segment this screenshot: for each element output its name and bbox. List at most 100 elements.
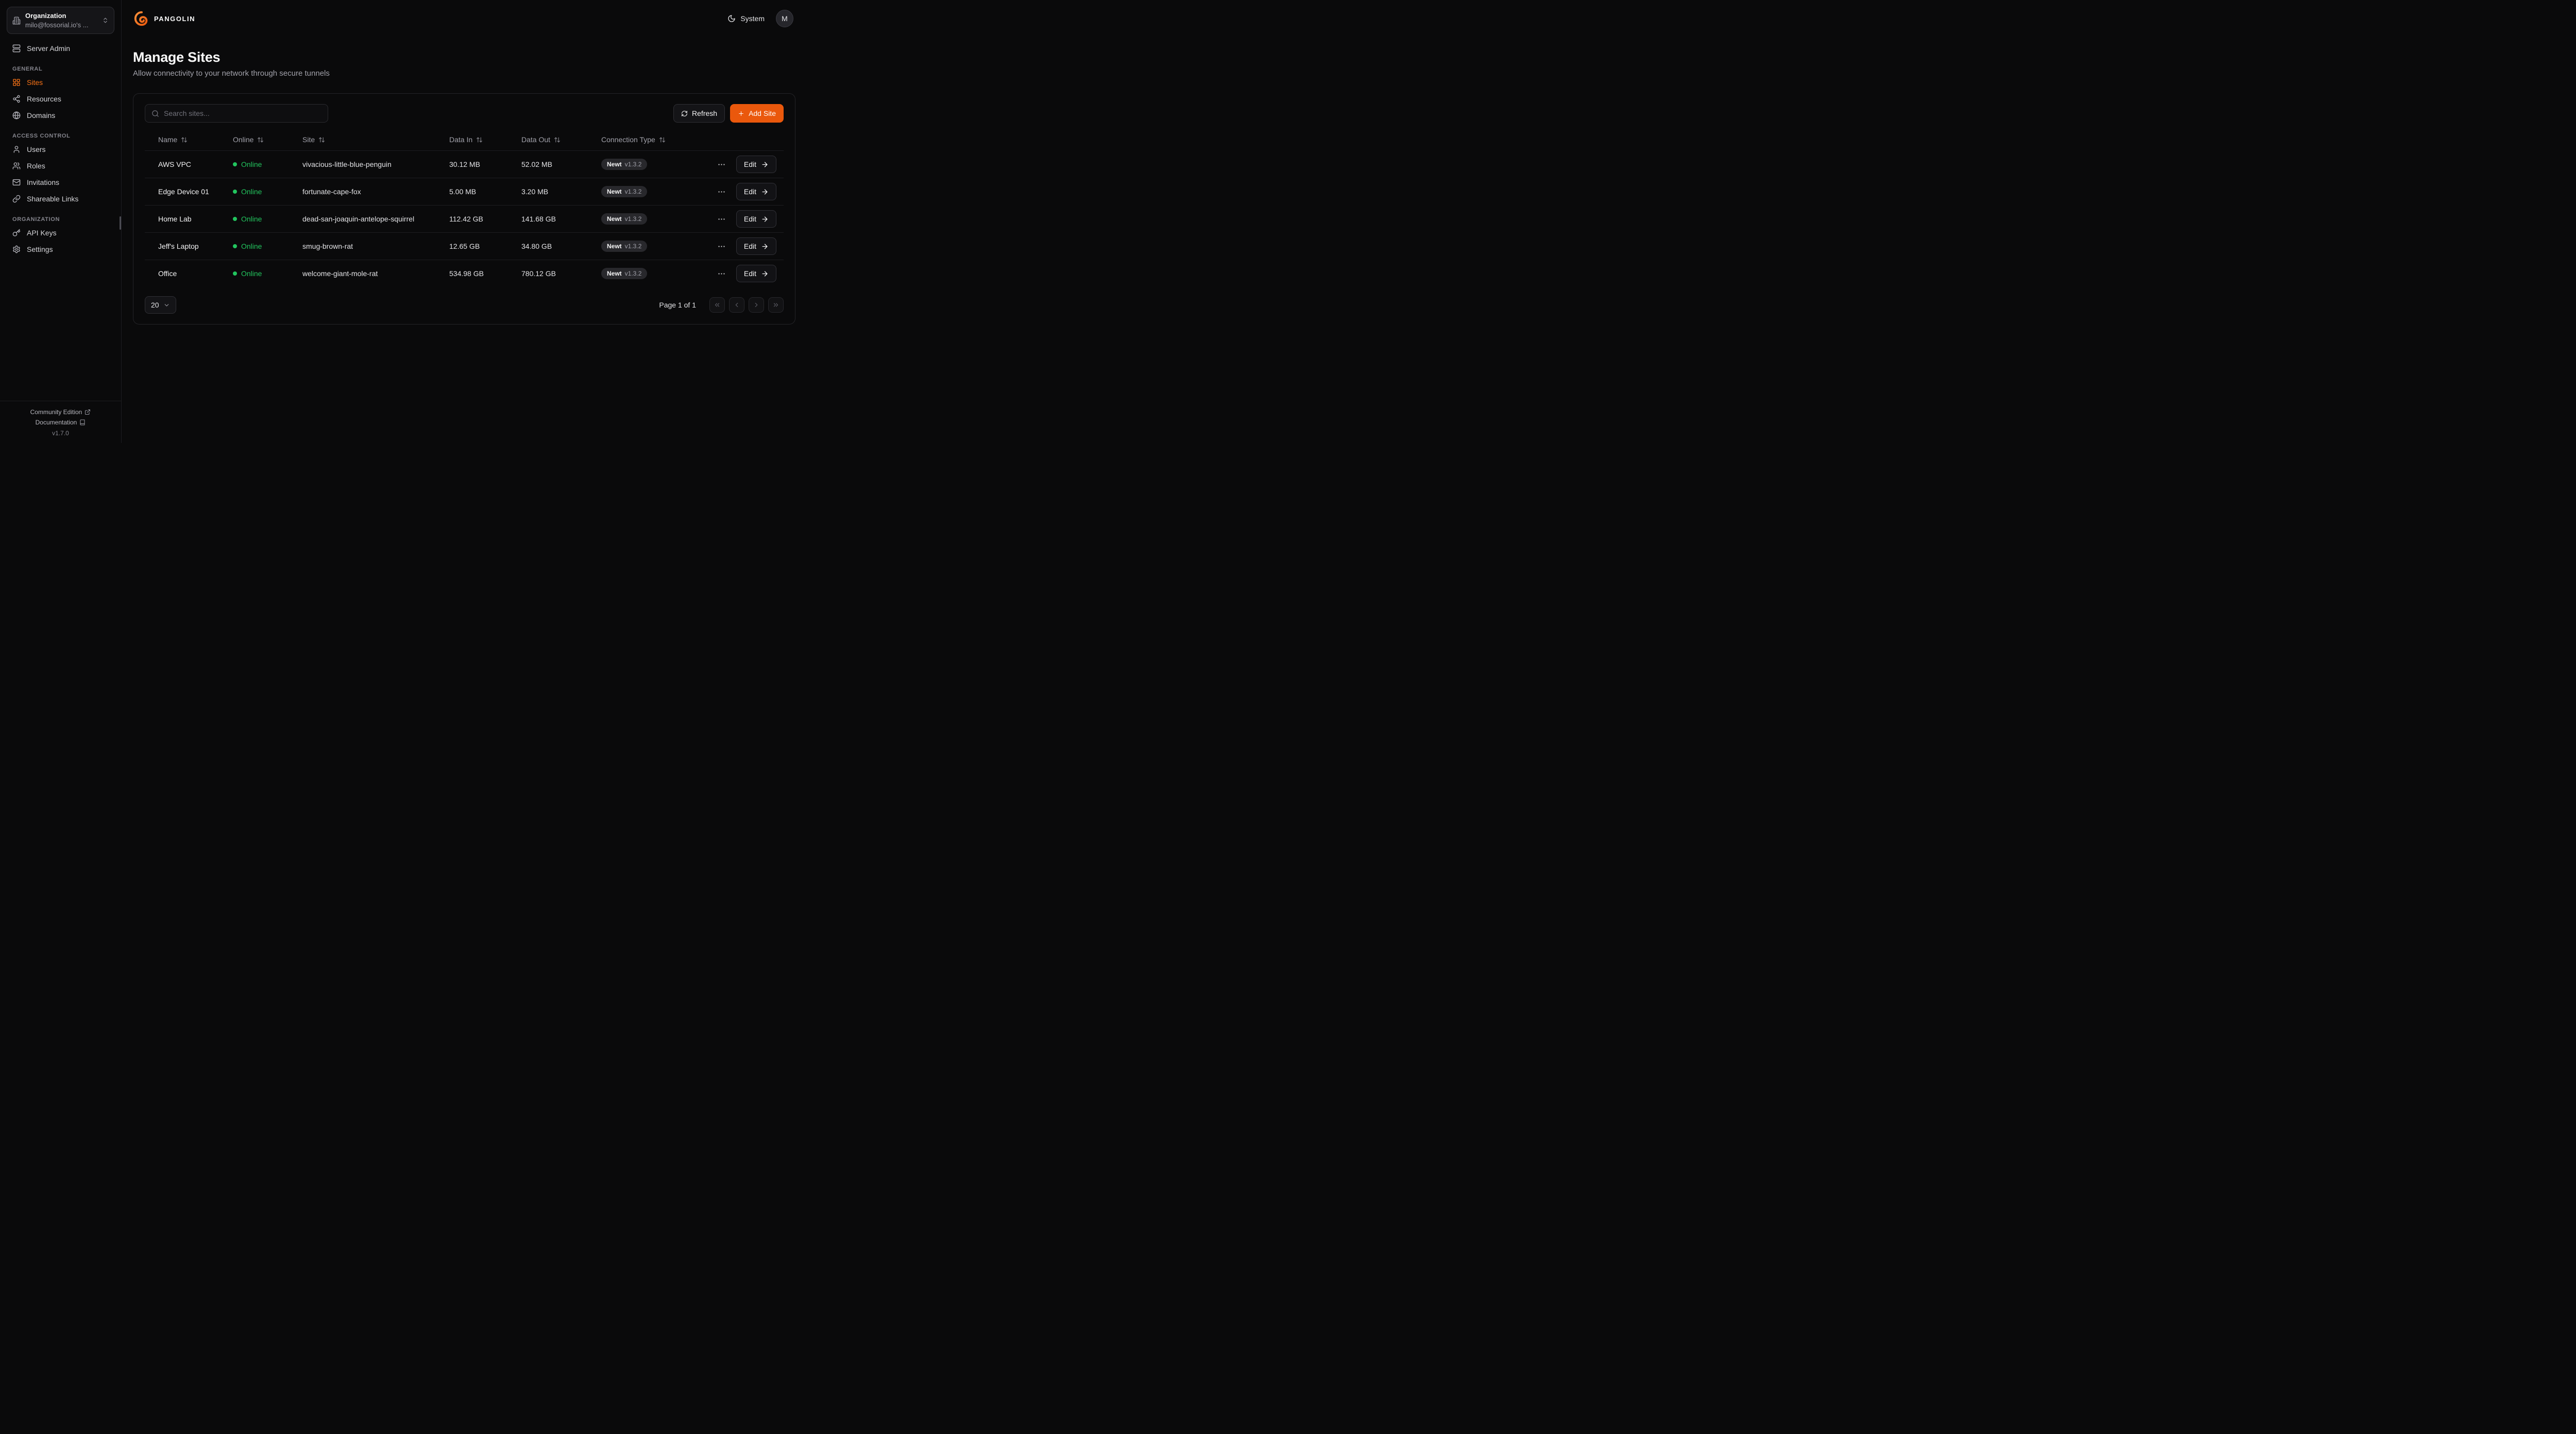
row-menu-button[interactable] — [715, 158, 728, 171]
chevron-down-icon — [164, 303, 168, 306]
next-page-button[interactable] — [749, 297, 764, 313]
connection-version: v1.3.2 — [624, 243, 642, 250]
row-menu-button[interactable] — [715, 185, 728, 198]
sidebar-item-roles[interactable]: Roles — [7, 158, 114, 174]
table-row: Edge Device 01 Online fortunate-cape-fox… — [145, 178, 784, 205]
search-input[interactable] — [164, 109, 321, 117]
documentation-link[interactable]: Documentation — [4, 417, 117, 428]
online-dot-icon — [233, 190, 237, 194]
avatar[interactable]: M — [776, 10, 793, 27]
user-icon — [13, 146, 20, 153]
data-out-value: 3.20 MB — [521, 187, 549, 196]
row-menu-button[interactable] — [715, 213, 728, 226]
refresh-button[interactable]: Refresh — [673, 104, 725, 123]
site-slug: dead-san-joaquin-antelope-squirrel — [302, 215, 415, 223]
first-page-button[interactable] — [709, 297, 725, 313]
connection-version: v1.3.2 — [624, 215, 642, 223]
site-slug: smug-brown-rat — [302, 242, 353, 250]
search-box — [145, 104, 328, 123]
sidebar-item-resources[interactable]: Resources — [7, 91, 114, 107]
online-status: Online — [233, 187, 288, 196]
connection-version: v1.3.2 — [624, 188, 642, 195]
chevron-right-icon — [755, 302, 758, 308]
book-icon — [80, 419, 85, 425]
community-edition-link[interactable]: Community Edition — [4, 407, 117, 417]
sidebar-nav: Server Admin GENERAL Sites Resources Dom… — [0, 39, 121, 401]
table-row: Jeff's Laptop Online smug-brown-rat 12.6… — [145, 232, 784, 260]
edit-button[interactable]: Edit — [736, 237, 776, 255]
sidebar-item-settings[interactable]: Settings — [7, 241, 114, 258]
sidebar-item-sites[interactable]: Sites — [7, 74, 114, 91]
refresh-icon — [682, 110, 687, 116]
online-status-label: Online — [241, 242, 262, 250]
connection-name: Newt — [607, 188, 622, 195]
sidebar-item-invitations[interactable]: Invitations — [7, 174, 114, 191]
last-page-button[interactable] — [768, 297, 784, 313]
previous-page-button[interactable] — [729, 297, 744, 313]
connection-type-badge: Newt v1.3.2 — [601, 268, 648, 279]
site-slug: welcome-giant-mole-rat — [302, 269, 378, 278]
sidebar-scrollbar[interactable] — [120, 216, 121, 230]
sidebar-item-label: Roles — [27, 162, 45, 170]
moon-icon — [728, 15, 735, 22]
sidebar-item-users[interactable]: Users — [7, 141, 114, 158]
online-dot-icon — [233, 244, 237, 248]
online-status: Online — [233, 215, 288, 223]
link-icon — [12, 195, 21, 203]
column-header-connection-type[interactable]: Connection Type — [594, 135, 763, 144]
site-name: AWS VPC — [158, 160, 192, 168]
mail-icon — [12, 179, 21, 186]
arrow-right-icon — [762, 216, 768, 221]
connection-type-badge: Newt v1.3.2 — [601, 213, 648, 225]
row-menu-button[interactable] — [715, 240, 728, 253]
sidebar-item-label: Server Admin — [27, 44, 71, 53]
globe-icon — [12, 111, 21, 120]
connection-type-badge: Newt v1.3.2 — [601, 186, 648, 197]
data-out-value: 52.02 MB — [521, 160, 552, 168]
column-header-site[interactable]: Site — [295, 135, 442, 144]
sidebar-item-label: Domains — [27, 111, 56, 120]
sidebar-item-api-keys[interactable]: API Keys — [7, 225, 114, 241]
column-header-name[interactable]: Name — [151, 135, 226, 144]
edit-button-label: Edit — [743, 242, 756, 250]
edit-button[interactable]: Edit — [736, 183, 776, 200]
site-name: Home Lab — [158, 215, 192, 223]
theme-toggle-button[interactable]: System — [727, 14, 765, 23]
org-switcher[interactable]: Organization milo@fossorial.io's ... — [7, 7, 114, 35]
column-header-online[interactable]: Online — [226, 135, 295, 144]
online-status-label: Online — [241, 215, 262, 223]
connection-type-badge: Newt v1.3.2 — [601, 159, 648, 170]
column-header-data-in[interactable]: Data In — [442, 135, 514, 144]
row-menu-button[interactable] — [715, 267, 728, 280]
connection-version: v1.3.2 — [624, 161, 642, 168]
add-site-button[interactable]: Add Site — [730, 104, 784, 123]
building-icon — [12, 16, 21, 24]
sidebar-item-domains[interactable]: Domains — [7, 107, 114, 124]
sidebar-item-label: Shareable Links — [27, 195, 79, 203]
online-status-label: Online — [241, 187, 262, 196]
chevrons-right-icon — [773, 303, 778, 307]
table-row: Office Online welcome-giant-mole-rat 534… — [145, 260, 784, 287]
server-icon — [12, 44, 21, 53]
sidebar-item-server-admin[interactable]: Server Admin — [7, 40, 114, 57]
edit-button[interactable]: Edit — [736, 210, 776, 228]
brand-name: PANGOLIN — [154, 14, 196, 23]
sort-icon — [477, 137, 483, 142]
data-in-value: 534.98 GB — [449, 269, 484, 278]
edit-button[interactable]: Edit — [736, 156, 776, 173]
sidebar-item-shareable-links[interactable]: Shareable Links — [7, 191, 114, 207]
online-status-label: Online — [241, 160, 262, 168]
grid-icon — [13, 79, 20, 86]
sort-icon — [258, 137, 264, 142]
edit-button[interactable]: Edit — [736, 265, 776, 282]
page-size-select[interactable]: 20 — [145, 296, 176, 314]
column-header-data-out[interactable]: Data Out — [514, 135, 594, 144]
online-status-label: Online — [241, 269, 262, 278]
sidebar-item-label: API Keys — [27, 229, 57, 237]
arrow-right-icon — [762, 189, 768, 194]
table-toolbar: Refresh Add Site — [145, 104, 784, 123]
main-area: PANGOLIN System M Manage Sites Allow con… — [122, 0, 808, 443]
sidebar-item-label: Invitations — [27, 178, 60, 187]
brand[interactable]: PANGOLIN — [134, 11, 195, 26]
theme-label: System — [740, 14, 765, 23]
